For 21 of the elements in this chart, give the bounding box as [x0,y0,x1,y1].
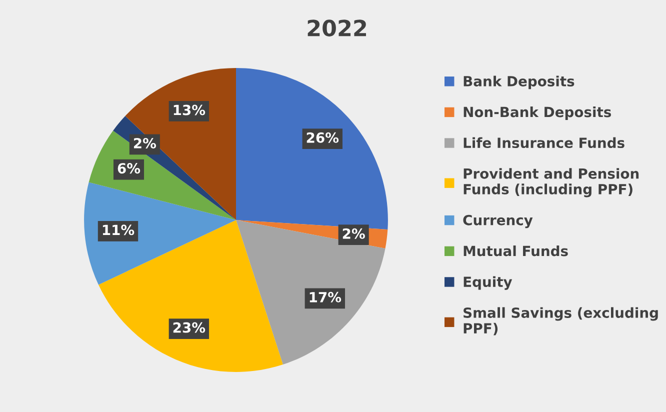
data-label: 11% [102,224,134,236]
legend-label: Non-Bank Deposits [464,106,611,120]
pie-slice [236,220,386,365]
data-label: 17% [310,292,342,302]
legend-label: Life Insurance Funds [464,137,624,148]
pie-slice [236,68,388,230]
legend-label: Currency [463,214,533,228]
legend-label: Equity [464,276,512,290]
legend-label: Mutual Funds [464,245,568,256]
data-label: 23% [173,322,206,333]
data-label: 2% [134,138,156,148]
legend-label: Bank Deposits [464,76,574,90]
data-label: 26% [306,132,339,143]
pie-slice [84,182,236,285]
legend-label: Small Savings (excluding PPF) [464,307,658,336]
legend-label: Provident and Pension Funds (including PPF) [464,168,639,198]
pie-slice [98,220,283,372]
data-label: 6% [118,163,140,174]
data-label: 13% [174,104,206,116]
data-label: 2% [342,228,365,239]
chart-title: 2022 [308,20,366,36]
